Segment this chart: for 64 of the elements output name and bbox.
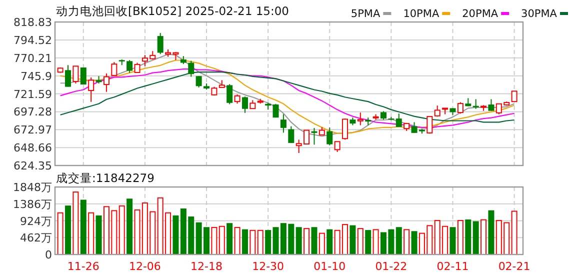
y-tick-label: 924万	[20, 214, 52, 228]
bar	[72, 192, 79, 255]
bar	[318, 232, 325, 255]
y-tick-label: 794.52	[14, 34, 52, 47]
bar	[211, 226, 218, 255]
bar	[472, 221, 479, 254]
bar	[296, 227, 302, 254]
bar	[404, 229, 410, 255]
bar	[242, 229, 248, 254]
legend-label: 5PMA	[350, 8, 381, 20]
bar	[80, 200, 86, 254]
y-tick-label: 1848万	[13, 181, 52, 194]
bar	[357, 228, 364, 255]
x-tick-label: 12-30	[252, 260, 284, 273]
bar	[511, 210, 518, 255]
bar	[480, 219, 487, 255]
bar	[257, 230, 264, 255]
x-tick-label: 02-21	[498, 260, 530, 273]
y-tick-label: 624.35	[14, 160, 52, 172]
bar	[450, 227, 456, 254]
y-tick-label: 462万	[20, 232, 52, 245]
chart-title: 成交量:11842279	[56, 171, 154, 185]
bar	[172, 215, 179, 254]
bar	[396, 227, 402, 254]
bar	[226, 223, 233, 254]
bar	[265, 230, 272, 254]
x-tick-label: 02-11	[436, 260, 469, 273]
x-tick-label: 12-18	[190, 260, 222, 273]
bar	[304, 228, 310, 255]
bar	[65, 206, 72, 254]
y-tick-label: 745.9	[20, 70, 52, 83]
y-tick-label: 0	[45, 248, 52, 262]
x-tick-label: 11-26	[67, 260, 100, 273]
bar	[250, 230, 256, 255]
y-tick-label: 672.97	[14, 124, 52, 137]
bar	[218, 226, 225, 255]
bar	[88, 212, 94, 255]
legend-label: 10PMA	[403, 8, 440, 20]
y-tick-label: 721.59	[14, 88, 52, 101]
bar	[118, 205, 125, 255]
bar	[126, 198, 133, 254]
legend-label: 30PMA	[521, 8, 558, 20]
y-tick-label: 770.21	[14, 52, 52, 65]
x-tick-label: 01-10	[314, 260, 346, 273]
y-tick-label: 1386万	[13, 198, 52, 211]
y-tick-label: 648.66	[14, 142, 52, 155]
bar	[411, 231, 418, 254]
bar	[372, 229, 379, 255]
y-tick-label: 697.28	[14, 106, 52, 119]
bar	[234, 226, 240, 255]
bar	[488, 210, 494, 254]
x-tick-label: 12-06	[128, 260, 161, 273]
bar	[311, 227, 318, 254]
bar	[365, 230, 372, 254]
y-tick-label: 818.83	[14, 16, 52, 29]
bar	[96, 215, 102, 254]
bar	[457, 220, 464, 255]
chart-title: 动力电池回收[BK1052] 2025-02-21 15:00	[56, 4, 289, 18]
bar	[465, 219, 472, 254]
bar	[350, 225, 356, 254]
bar	[57, 212, 64, 255]
legend-label: 20PMA	[462, 8, 499, 20]
bar	[326, 229, 333, 254]
x-tick-label: 01-22	[375, 260, 408, 273]
